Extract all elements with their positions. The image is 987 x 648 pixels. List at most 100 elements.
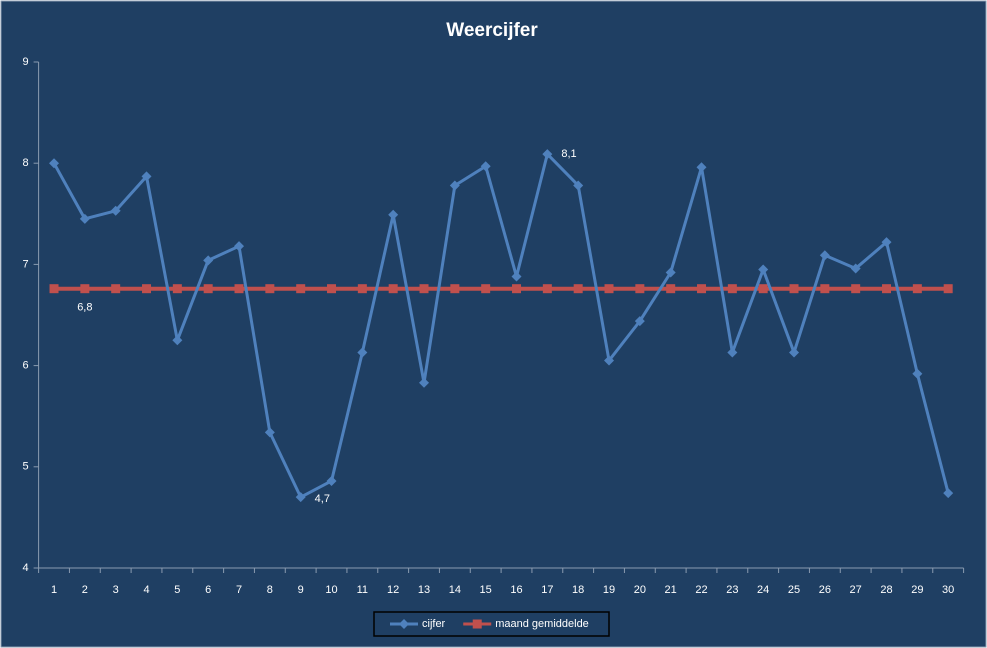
y-tick-label: 8 [22,157,28,169]
data-point [264,427,275,438]
data-point [820,284,830,294]
x-tick-label: 15 [480,584,492,596]
x-tick-label: 23 [726,584,738,596]
data-point [665,267,676,278]
data-point [789,347,800,358]
data-point [480,161,491,172]
data-point [141,171,152,182]
data-label: 6,8 [77,302,92,314]
y-tick-label: 6 [22,360,28,372]
x-tick-label: 18 [572,584,584,596]
data-point [296,284,306,294]
data-point [758,284,768,294]
data-point [295,492,306,503]
data-point [758,264,769,275]
x-tick-label: 10 [325,584,337,596]
data-point [419,377,430,388]
data-point [449,180,460,191]
x-tick-label: 19 [603,584,615,596]
data-point [111,284,121,294]
legend-label: cijfer [422,618,446,630]
y-tick-label: 9 [22,56,28,68]
data-label: 8,1 [561,148,576,160]
data-point [943,284,953,294]
data-point [604,355,615,366]
data-point [481,284,491,294]
data-point [357,284,367,294]
data-point [573,284,583,294]
x-tick-label: 7 [236,584,242,596]
y-tick-label: 4 [22,562,28,574]
y-tick-label: 5 [22,461,28,473]
data-point [943,488,954,499]
x-tick-label: 12 [387,584,399,596]
x-tick-label: 24 [757,584,769,596]
x-tick-label: 3 [113,584,119,596]
x-tick-label: 11 [357,584,368,596]
data-point [882,284,892,294]
data-point [450,284,460,294]
data-point [234,241,245,252]
data-point [388,209,399,220]
data-point [388,284,398,294]
data-point [789,284,799,294]
data-point [851,284,861,294]
data-point [819,250,830,261]
data-point [542,284,552,294]
data-point [142,284,152,294]
data-point [172,335,183,346]
x-tick-label: 20 [634,584,646,596]
x-tick-label: 28 [880,584,892,596]
data-point [265,284,275,294]
data-point [419,284,429,294]
legend-marker [399,619,409,629]
data-point [79,213,90,224]
x-tick-label: 14 [449,584,461,596]
x-tick-label: 22 [695,584,707,596]
x-tick-label: 2 [82,584,88,596]
series-line [52,152,950,499]
chart-title: Weercijfer [446,20,538,41]
y-tick-label: 7 [22,258,28,270]
x-tick-label: 5 [174,584,180,596]
data-point [696,162,707,173]
x-tick-label: 16 [510,584,522,596]
data-point [234,284,244,294]
data-point [512,284,522,294]
data-point [326,475,337,486]
data-point [635,284,645,294]
data-point [110,205,121,216]
data-point [80,284,90,294]
data-point [634,316,645,327]
data-point [727,284,737,294]
data-point [49,284,59,294]
x-tick-label: 1 [51,584,57,596]
x-tick-label: 29 [911,584,923,596]
x-tick-label: 17 [541,584,553,596]
data-point [727,347,738,358]
data-point [172,284,182,294]
x-tick-label: 21 [665,584,677,596]
data-point [912,284,922,294]
data-point [542,149,553,160]
data-point [604,284,614,294]
data-label: 4,7 [315,493,330,505]
legend-label: maand gemiddelde [495,618,589,630]
data-point [881,237,892,248]
data-point [850,263,861,274]
x-tick-label: 8 [267,584,273,596]
x-tick-label: 9 [298,584,304,596]
x-tick-label: 13 [418,584,430,596]
data-point [573,180,584,191]
data-point [666,284,676,294]
data-point [327,284,337,294]
x-tick-label: 4 [143,584,149,596]
x-tick-label: 25 [788,584,800,596]
data-point [357,347,368,358]
x-tick-label: 27 [850,584,862,596]
data-point [203,255,214,266]
legend-marker [472,619,482,629]
